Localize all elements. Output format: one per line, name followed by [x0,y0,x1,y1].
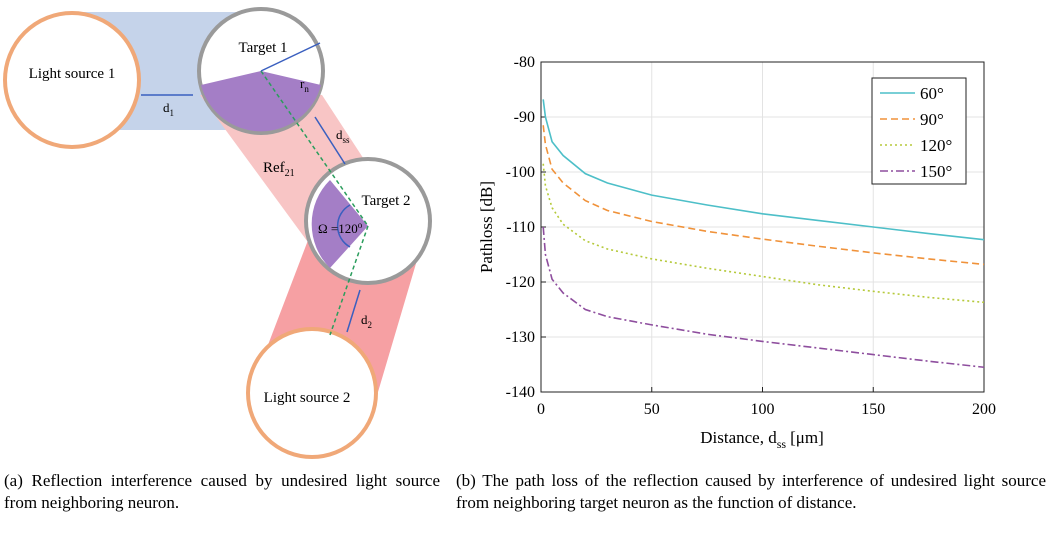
y-axis-label: Pathloss [dB] [477,181,496,273]
label: Ω =120 [318,221,358,236]
x-tick-label: 200 [972,401,996,418]
y-tick-label: -110 [506,219,535,236]
y-tick-label: -80 [514,54,535,71]
label: Ω =120o [318,220,363,236]
line [542,163,985,304]
distance-arrow [346,289,361,333]
caption: (b) The path loss of the reflection caus… [456,471,1046,512]
x-tick-label: 50 [644,401,660,418]
angle-arc [336,204,351,248]
light-source-circle [246,327,378,459]
plot-frame [540,61,985,393]
line [542,125,985,266]
label: Ref21 [263,160,295,179]
subscript: 2 [368,320,373,330]
sector [311,180,368,268]
ray [260,70,369,227]
x-tick-label: 100 [751,401,775,418]
legend-box [871,77,967,185]
subscript: ss [777,437,787,451]
legend-label: 60° [920,84,944,103]
light-source-circle [3,11,141,149]
caption: (a) Reflection interference caused by un… [4,471,440,512]
subscript: 1 [170,108,175,118]
legend-label: 90° [920,110,944,129]
label: Target 2 [361,193,410,209]
sector [201,71,321,132]
chart: Pathloss [dB] Distance, dss [μm] -140 -130… [477,54,996,451]
legend-label: 120° [920,136,952,155]
legend-label: 150° [920,162,952,181]
subscript: n [304,84,309,94]
label: Light source 1 [29,66,116,82]
label: d [163,100,170,115]
label: d2 [361,312,372,330]
label: d [361,312,368,327]
label: Light source 2 [264,390,351,406]
line [542,226,985,369]
label: Target 1 [238,40,287,56]
subscript: 21 [285,168,295,179]
y-tick-label: -130 [506,329,535,346]
y-tick-label: -100 [506,164,535,181]
subscript: ss [343,135,351,145]
label: d [336,127,343,142]
label: r [300,76,305,91]
x-tick-label: 150 [861,401,885,418]
ray [329,225,369,336]
x-tick-label: 0 [537,401,545,418]
x-axis-label: Distance, d [700,428,777,447]
y-tick-label: -120 [506,274,535,291]
figure: Light source 1 d1 Target 1 rn dss Ref21 … [3,7,996,459]
label: rn [300,76,309,94]
line [542,99,985,241]
y-tick-label: -140 [506,384,535,401]
label: Ref [263,160,285,176]
x-axis-label: Distance, dss [μm] [700,428,824,451]
diagram: Light source 1 d1 Target 1 rn dss Ref21 … [3,7,432,459]
y-tick-label: -90 [514,109,535,126]
superscript: o [358,220,363,230]
label: dss [336,127,350,145]
x-axis-label: [μm] [790,428,824,447]
label: d1 [163,100,174,118]
radius-arrow [260,42,321,72]
distance-arrow [314,116,346,165]
